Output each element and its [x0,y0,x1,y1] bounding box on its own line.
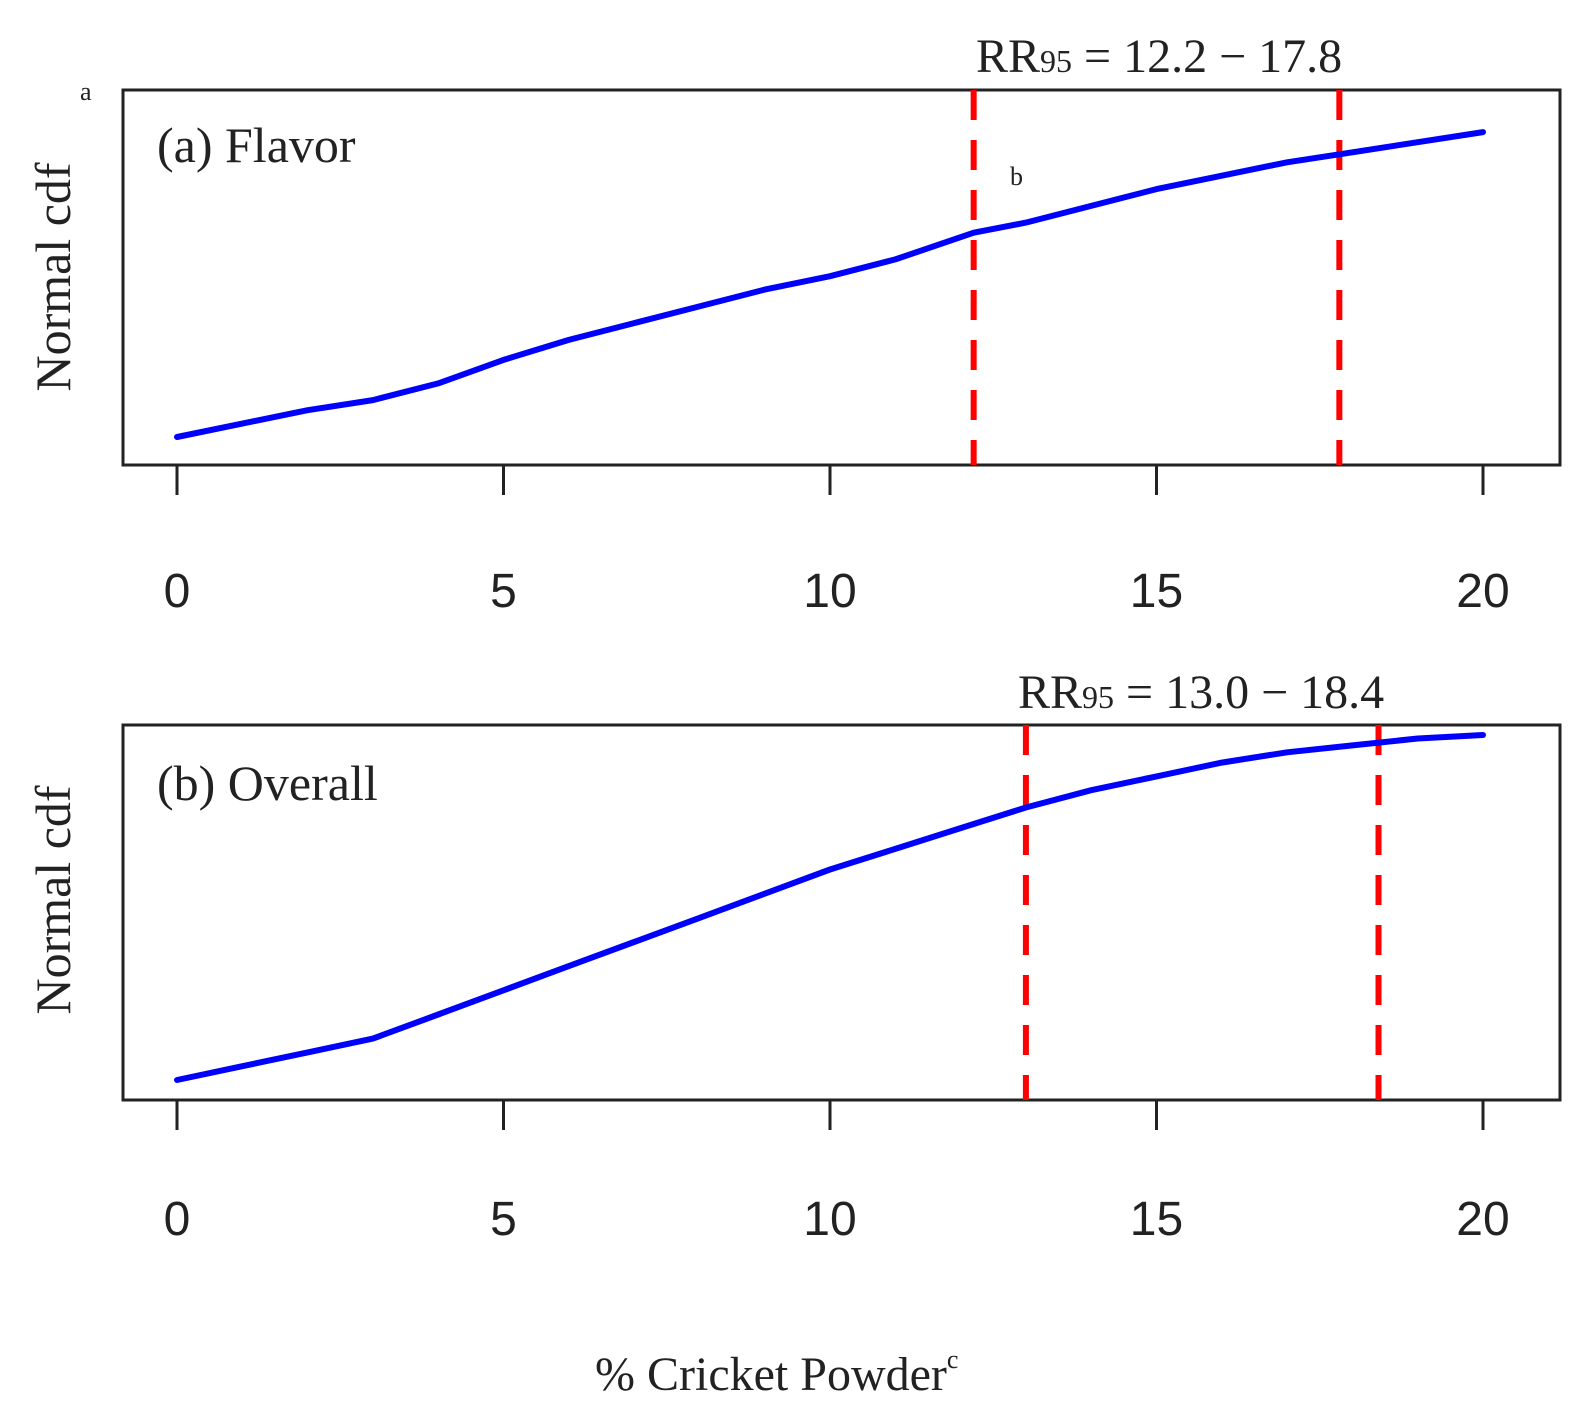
x-tick-label: 10 [803,565,856,618]
x-tick-label: 20 [1456,565,1509,618]
x-axis-label-text: % Cricket Powder [595,1348,947,1401]
rr-prefix-b: RR [1018,666,1082,719]
panel-a: Normal cdf a RR95 = 12.2 − 17.8 b (a) Fl… [25,30,1562,618]
plot-frame-a [121,88,1562,467]
reference-lines-a [970,90,1343,465]
x-tick-label: 20 [1456,1193,1509,1246]
ylabel-footnote-marker: a [80,77,92,106]
cdf-curve-b [174,732,1486,1083]
x-tick-label: 5 [490,565,517,618]
panel-label-b: (b) Overall [157,755,378,811]
y-axis-label-b: Normal cdf [25,785,81,1014]
x-tick-label: 10 [803,1193,856,1246]
plot-area-a: b [121,88,1562,467]
x-tick-label: 5 [490,1193,517,1246]
rr-prefix-a: RR [976,30,1040,83]
cdf-curve-a [174,129,1486,440]
x-tick-label: 0 [164,1193,191,1246]
curve-point-marker: b [1010,162,1023,191]
rr-subscript-a: 95 [1040,43,1072,79]
x-tick-label: 15 [1130,565,1183,618]
x-tick-label: 15 [1130,1193,1183,1246]
rr95-label-b: RR95 = 13.0 − 18.4 [1018,666,1384,719]
x-axis-b: 0 5 10 15 20 [164,1100,1510,1246]
rr-range-a: = 12.2 − 17.8 [1072,30,1342,83]
panel-b: Normal cdf RR95 = 13.0 − 18.4 (b) Overal… [25,666,1562,1246]
x-axis-a: 0 5 10 15 20 [164,465,1510,618]
x-axis-label: % Cricket Powderc [595,1345,958,1401]
rr-range-b: = 13.0 − 18.4 [1114,666,1384,719]
plot-frame-b [121,723,1562,1102]
rr-subscript-b: 95 [1082,679,1114,715]
reference-lines-b [1022,725,1382,1100]
y-axis-label-a: Normal cdf [25,162,81,391]
rr95-label-a: RR95 = 12.2 − 17.8 [976,30,1342,83]
plot-area-b [121,723,1562,1102]
x-tick-label: 0 [164,565,191,618]
xlabel-footnote-marker: c [947,1345,959,1374]
panel-label-a: (a) Flavor [157,117,356,173]
